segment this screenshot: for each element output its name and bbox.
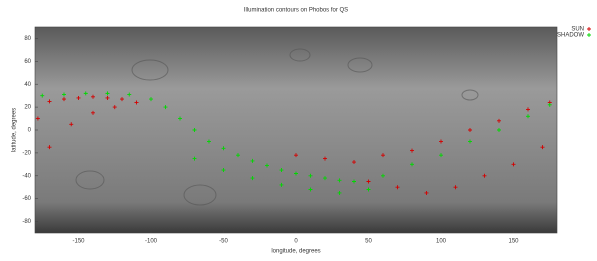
chart: Illumination contours on Phobos for QS l…	[0, 0, 597, 256]
y-tick-label: 0	[28, 128, 32, 134]
x-tick-label: -150	[72, 239, 85, 245]
y-tick-label: -40	[22, 173, 31, 179]
x-tick-label: 100	[436, 239, 447, 245]
y-axis-label: latitude, degrees	[12, 108, 18, 152]
x-tick-label: 0	[294, 239, 298, 245]
legend-label: SHADOW	[557, 33, 584, 39]
chart-title: Illumination contours on Phobos for QS	[244, 8, 348, 14]
x-tick-label: -50	[219, 239, 228, 245]
y-tick-label: -60	[22, 196, 31, 202]
y-tick-label: -20	[22, 150, 31, 156]
legend-marker	[587, 33, 591, 37]
x-tick-label: -100	[145, 239, 158, 245]
y-tick-label: 40	[24, 82, 31, 88]
y-tick-label: 20	[24, 105, 31, 111]
y-tick-label: 80	[24, 36, 31, 42]
legend-marker	[587, 27, 591, 31]
x-tick-label: 150	[508, 239, 519, 245]
y-tick-label: -80	[22, 219, 31, 225]
x-axis-label: longitude, degrees	[271, 249, 320, 255]
y-tick-label: 60	[24, 59, 31, 65]
surface-map	[35, 27, 557, 233]
x-tick-label: 50	[365, 239, 372, 245]
